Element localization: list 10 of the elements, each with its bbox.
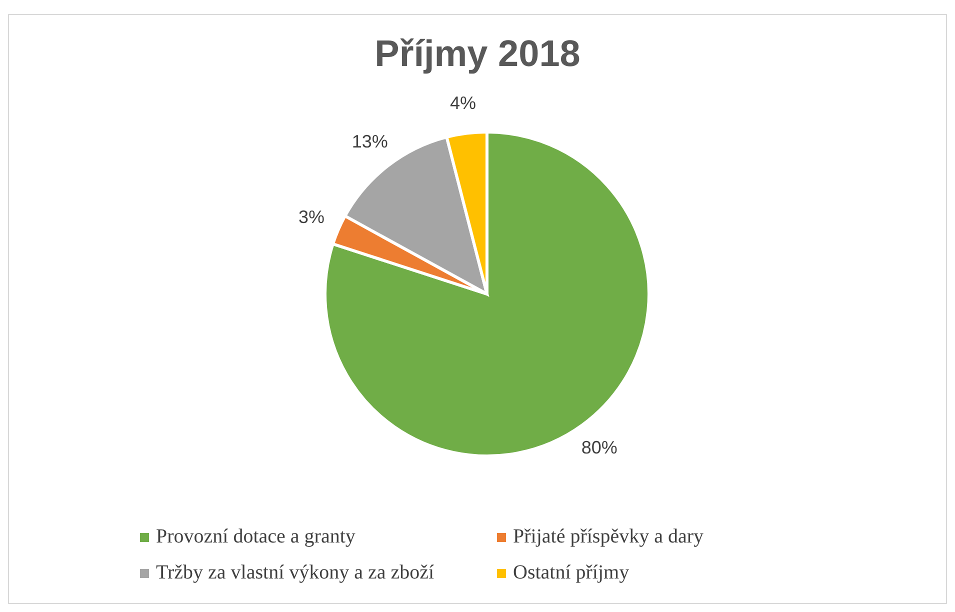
data-label: 80% — [581, 437, 618, 458]
legend-label: Tržby za vlastní výkony a za zboží — [156, 562, 435, 584]
data-label: 13% — [352, 132, 388, 152]
data-label: 4% — [450, 93, 476, 114]
legend-label: Ostatní příjmy — [513, 562, 630, 584]
legend-label: Provozní dotace a granty — [156, 526, 356, 548]
data-label: 3% — [298, 206, 325, 227]
chart-title: Příjmy 2018 — [374, 33, 580, 74]
legend-label: Přijaté příspěvky a dary — [513, 526, 704, 548]
pie-slice — [324, 130, 650, 458]
